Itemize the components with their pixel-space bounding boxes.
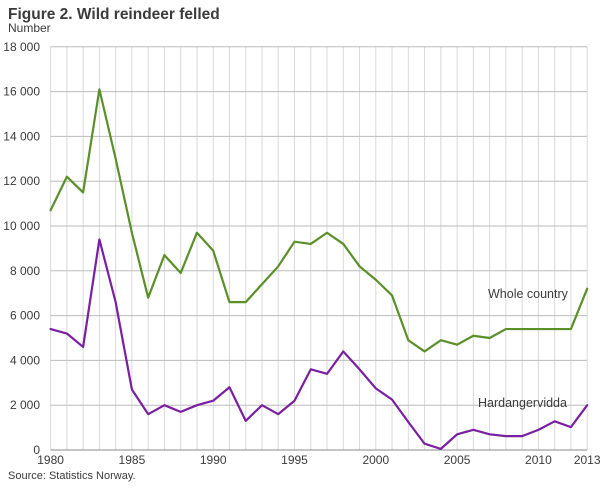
svg-text:1990: 1990 (200, 453, 227, 467)
svg-text:2010: 2010 (525, 453, 552, 467)
svg-text:2013: 2013 (574, 453, 601, 467)
svg-text:12 000: 12 000 (3, 174, 40, 188)
svg-text:Whole country: Whole country (488, 287, 569, 301)
svg-text:14 000: 14 000 (3, 129, 40, 143)
svg-text:Hardangervidda: Hardangervidda (478, 396, 567, 410)
svg-text:10 000: 10 000 (3, 219, 40, 233)
svg-text:18 000: 18 000 (3, 40, 40, 54)
svg-text:1995: 1995 (281, 453, 308, 467)
svg-text:6 000: 6 000 (10, 309, 40, 323)
svg-text:2000: 2000 (362, 453, 389, 467)
svg-text:1980: 1980 (37, 453, 64, 467)
svg-text:16 000: 16 000 (3, 85, 40, 99)
svg-text:4 000: 4 000 (10, 353, 40, 367)
svg-text:2005: 2005 (444, 453, 471, 467)
svg-text:8 000: 8 000 (10, 264, 40, 278)
svg-text:2 000: 2 000 (10, 398, 40, 412)
svg-text:1985: 1985 (119, 453, 146, 467)
